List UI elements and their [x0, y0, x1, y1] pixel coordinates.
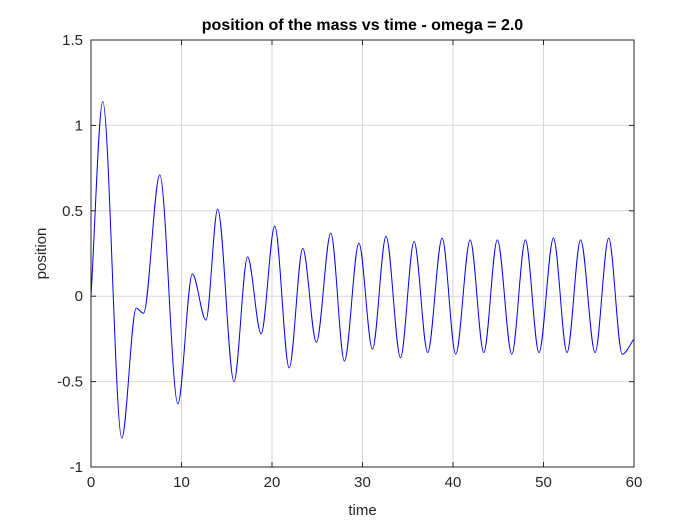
x-tick-label: 0	[87, 474, 95, 491]
x-axis-label: time	[348, 502, 376, 519]
x-tick-label: 50	[535, 474, 552, 491]
chart-title: position of the mass vs time - omega = 2…	[202, 17, 524, 34]
x-tick-label: 30	[354, 474, 371, 491]
x-tick-label: 20	[264, 474, 281, 491]
y-tick-label: 0.5	[62, 203, 83, 220]
y-tick-label: 1	[75, 117, 83, 134]
y-tick-label: -1	[70, 459, 83, 476]
x-tick-label: 10	[173, 474, 190, 491]
axis-ticks: 0 10 20 30 40 50 60 -1 -0.5 0 0.5 1 1.5	[57, 32, 642, 491]
x-tick-label: 60	[626, 474, 643, 491]
data-series-layer	[90, 100, 635, 439]
y-tick-label: 0	[75, 288, 83, 305]
y-tick-label: -0.5	[57, 374, 83, 391]
y-tick-label: 1.5	[62, 32, 83, 49]
x-tick-label: 40	[445, 474, 462, 491]
series-line	[90, 100, 635, 439]
y-axis-label: position	[33, 228, 50, 280]
